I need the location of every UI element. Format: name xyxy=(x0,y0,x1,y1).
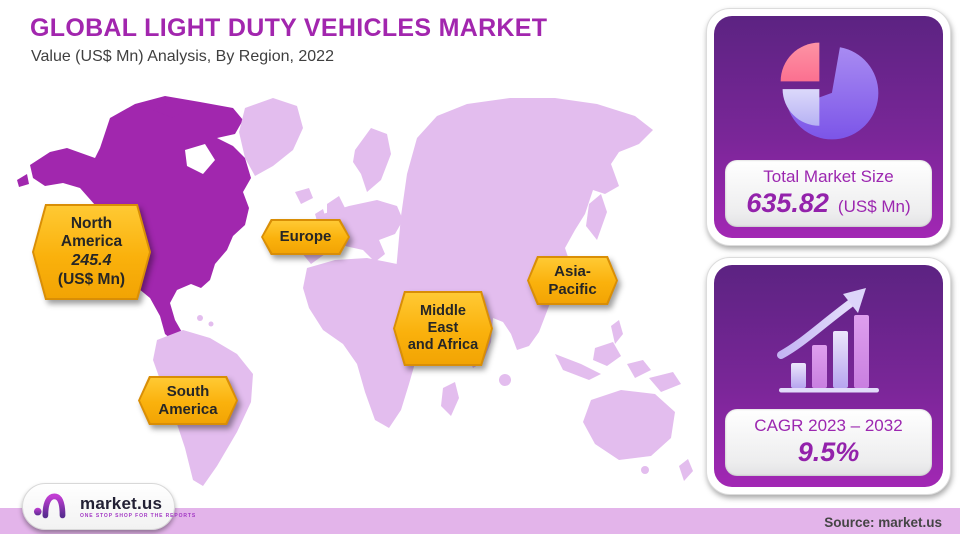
region-name-line: Pacific xyxy=(548,280,597,298)
marketus-logo-badge[interactable]: market.us ONE STOP SHOP FOR THE REPORTS xyxy=(22,483,195,530)
region-name-line: America xyxy=(158,400,218,418)
region-value: 245.4 xyxy=(71,251,112,269)
region-name-line: East xyxy=(427,319,459,336)
marketus-logo-icon xyxy=(33,489,73,524)
source-text: Source: market.us xyxy=(824,515,942,530)
region-name-line: Asia- xyxy=(554,262,591,280)
growth-bar-chart-icon xyxy=(767,265,891,409)
region-name-line: South xyxy=(166,382,210,400)
logo-tagline: ONE STOP SHOP FOR THE REPORTS xyxy=(80,512,197,519)
cagr-value: 9.5% xyxy=(797,437,860,467)
total-market-size-unit: (US$ Mn) xyxy=(837,197,911,216)
region-name-line: North xyxy=(70,215,113,233)
region-name-line: and Africa xyxy=(407,337,479,354)
region-name-line: Middle xyxy=(420,302,466,319)
total-market-size-value: 635.82 xyxy=(746,188,829,218)
cagr-box: CAGR 2023 – 2032 9.5% xyxy=(725,409,932,476)
page-subtitle: Value (US$ Mn) Analysis, By Region, 2022 xyxy=(31,48,334,65)
label-south-america: South America xyxy=(138,376,238,425)
region-name-line: America xyxy=(60,233,123,251)
pie-chart-icon xyxy=(771,16,887,160)
total-market-size-card: Total Market Size 635.82 (US$ Mn) xyxy=(706,8,951,246)
label-north-america: North America 245.4 (US$ Mn) xyxy=(32,204,151,300)
region-unit: (US$ Mn) xyxy=(57,270,126,288)
label-middle-east-africa: Middle East and Africa xyxy=(393,291,493,366)
cagr-label: CAGR 2023 – 2032 xyxy=(754,416,903,435)
region-name-line: Europe xyxy=(279,228,332,246)
hudson-bay xyxy=(185,144,215,174)
page-title: GLOBAL LIGHT DUTY VEHICLES MARKET xyxy=(30,14,548,42)
label-europe: Europe xyxy=(261,219,350,255)
total-market-size-box: Total Market Size 635.82 (US$ Mn) xyxy=(725,160,932,227)
cagr-card: CAGR 2023 – 2032 9.5% xyxy=(706,257,951,495)
label-asia-pacific: Asia- Pacific xyxy=(527,256,618,305)
logo-name: market.us xyxy=(80,493,163,513)
total-market-size-label: Total Market Size xyxy=(763,167,894,186)
